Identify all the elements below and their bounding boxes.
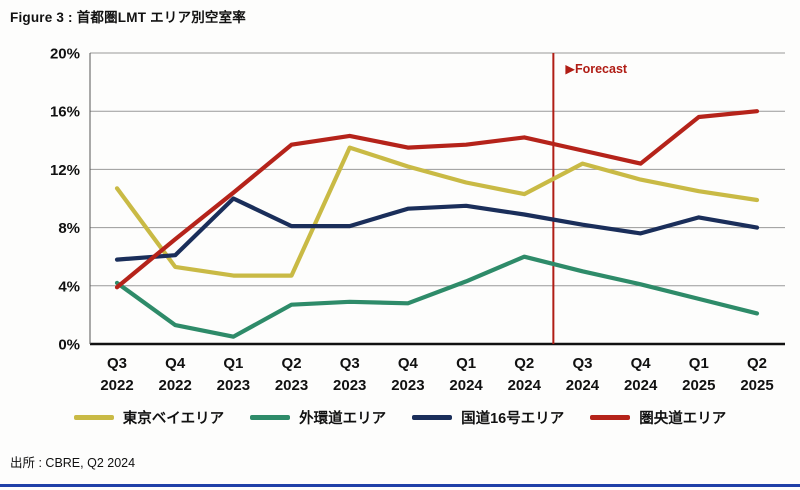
y-tick-label: 20% (50, 46, 80, 63)
x-tick-label-quarter: Q4 (398, 355, 419, 372)
figure-title: Figure 3 : 首都圏LMT エリア別空室率 (10, 10, 246, 25)
legend-item-kenodo-area: 圏央道エリア (590, 407, 726, 428)
x-tick-label-quarter: Q3 (340, 355, 360, 372)
legend-item-tokyo-bay-area: 東京ベイエリア (73, 407, 225, 428)
series-line-route16-area (114, 196, 760, 262)
x-tick-label-year: 2023 (275, 377, 308, 394)
legend-label-gaikando-area: 外環道エリア (299, 411, 387, 427)
x-tick-label-year: 2024 (566, 377, 600, 394)
x-tick-label-year: 2023 (333, 377, 366, 394)
x-tick-label-quarter: Q2 (747, 355, 767, 372)
x-tick-label-quarter: Q2 (514, 355, 534, 372)
legend-swatch-gaikando-area (250, 415, 291, 420)
series-line-gaikando-area (114, 254, 760, 339)
y-tick-label: 12% (50, 162, 80, 179)
chart-legend: 東京ベイエリア 外環道エリア 国道16号エリア 圏央道エリア (0, 407, 800, 428)
x-tick-label-quarter: Q1 (223, 355, 243, 372)
legend-swatch-kenodo-area (590, 415, 631, 420)
source-note: 出所 : CBRE, Q2 2024 (10, 456, 136, 470)
series-line-tokyo-bay-area (114, 145, 760, 278)
x-tick-label-quarter: Q1 (689, 355, 709, 372)
legend-item-route16-area: 国道16号エリア (412, 407, 564, 428)
x-tick-label-year: 2022 (158, 377, 191, 394)
legend-label-tokyo-bay-area: 東京ベイエリア (122, 411, 225, 427)
x-tick-label-year: 2024 (508, 377, 542, 394)
y-tick-label: 0% (58, 337, 80, 354)
x-tick-label-quarter: Q4 (165, 355, 186, 372)
series-line-kenodo-area (114, 109, 760, 290)
bottom-border-rule (0, 484, 800, 487)
x-tick-label-year: 2025 (682, 377, 715, 394)
y-tick-label: 8% (58, 220, 80, 237)
y-tick-label: 4% (58, 278, 80, 295)
x-tick-label-year: 2023 (391, 377, 424, 394)
forecast-label: ▶Forecast (565, 62, 628, 76)
legend-item-gaikando-area: 外環道エリア (250, 407, 386, 428)
x-tick-label-year: 2024 (449, 377, 483, 394)
x-tick-label-quarter: Q3 (107, 355, 127, 372)
x-tick-label-quarter: Q4 (631, 355, 652, 372)
legend-swatch-tokyo-bay-area (73, 415, 114, 420)
legend-label-kenodo-area: 圏央道エリア (639, 411, 727, 427)
vacancy-line-chart: 0% 4% 8% 12% 16% 20% ▶Forecast Q3 2022 Q4 2022 Q1 20… (50, 46, 785, 394)
x-tick-label-quarter: Q2 (282, 355, 302, 372)
y-tick-label: 16% (50, 104, 80, 121)
legend-label-route16-area: 国道16号エリア (461, 411, 565, 427)
x-tick-label-year: 2024 (624, 377, 658, 394)
x-tick-label-year: 2023 (217, 377, 250, 394)
x-tick-label-year: 2025 (740, 377, 773, 394)
x-tick-label-quarter: Q1 (456, 355, 476, 372)
x-tick-label-year: 2022 (100, 377, 133, 394)
legend-swatch-route16-area (412, 415, 453, 420)
x-tick-label-quarter: Q3 (572, 355, 592, 372)
